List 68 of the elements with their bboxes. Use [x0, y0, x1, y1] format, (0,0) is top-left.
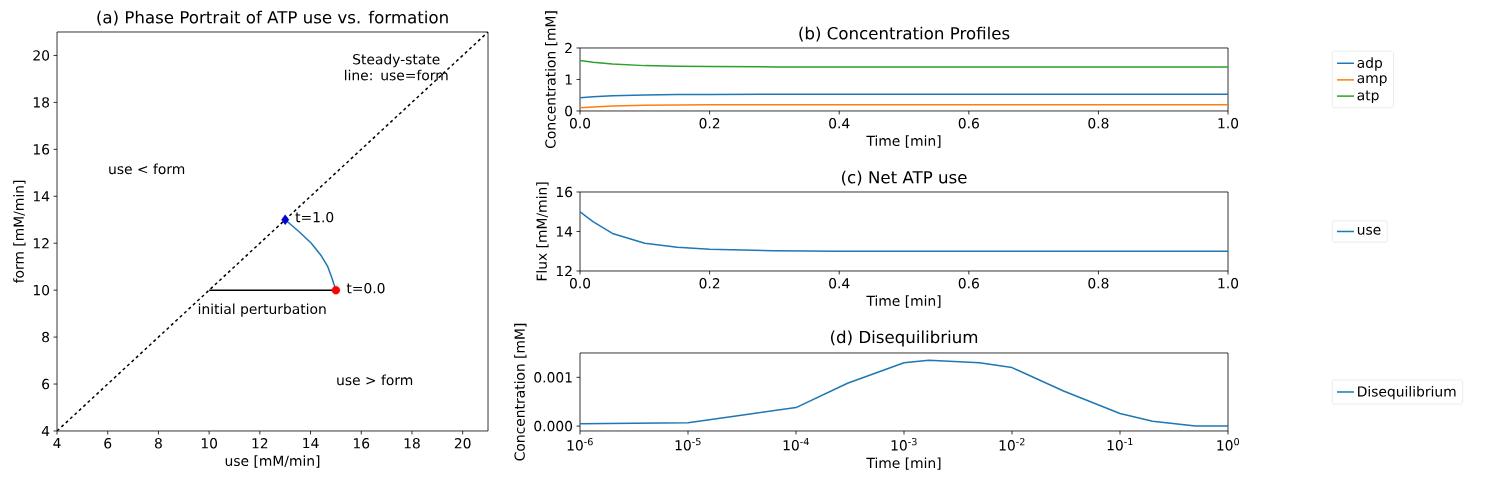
x-tick-label: 0.6	[958, 118, 979, 129]
x-tick-label: 10$^{-3}$	[891, 438, 917, 451]
y-tick-label: 0	[565, 105, 573, 117]
x-axis-title: Time [min]	[866, 457, 941, 470]
annotation: t=0.0	[346, 282, 385, 294]
x-tick-label: 1.0	[1218, 118, 1239, 129]
y-tick-label: 18	[33, 97, 50, 108]
x-tick-label: 0.6	[958, 278, 979, 289]
x-tick-label: 10$^{-1}$	[1107, 438, 1133, 451]
legend-label: amp	[1357, 75, 1387, 86]
x-tick-label: 0.8	[1088, 118, 1109, 129]
x-tick-label: 12	[252, 438, 268, 449]
chart-title: (b) Concentration Profiles	[799, 26, 1010, 42]
x-tick-label: 1.0	[1218, 278, 1239, 289]
x-tick-label: 20	[454, 438, 471, 449]
chart-title: (a) Phase Portrait of ATP use vs. formation	[97, 10, 448, 26]
y-tick-label: 1	[565, 74, 572, 85]
legend-label: atp	[1357, 90, 1379, 104]
x-tick-label: 10$^{0}$	[1217, 438, 1240, 451]
y-tick-label: 4	[41, 425, 50, 437]
annotation: Steady-state line: use=form	[345, 53, 448, 81]
annotation: use < form	[109, 163, 185, 175]
annotation: t=1.0	[295, 211, 334, 223]
x-tick-label: 18	[404, 438, 420, 449]
x-tick-label: 4	[53, 438, 61, 449]
x-axis-title: use [mM/min]	[225, 455, 320, 468]
y-tick-label: 2	[565, 42, 572, 54]
x-axis-title: Time [min]	[866, 295, 941, 308]
y-axis-title: Concentration [mM]	[545, 11, 558, 149]
y-tick-label: 20	[33, 50, 50, 61]
x-tick-label: 10$^{-2}$	[999, 438, 1025, 451]
legend-label: adp	[1357, 57, 1383, 71]
x-tick-label: 10$^{-6}$	[567, 438, 593, 451]
x-tick-label: 10	[201, 438, 218, 449]
x-tick-label: 0.2	[699, 278, 720, 289]
y-tick-label: 12	[33, 238, 49, 249]
x-tick-label: 8	[154, 438, 162, 449]
x-tick-label: 0.2	[699, 118, 720, 129]
y-tick-label: 14	[556, 226, 573, 237]
annotation: use > form	[337, 374, 413, 386]
x-tick-label: 16	[353, 438, 370, 449]
y-tick-label: 16	[33, 144, 50, 155]
y-tick-label: 16	[556, 186, 573, 198]
annotation: initial perturbation	[198, 303, 326, 317]
y-tick-label: 0.000	[534, 420, 573, 432]
x-tick-label: 0.0	[569, 118, 591, 129]
legend-label: Disequilibrium	[1358, 385, 1456, 400]
x-tick-label: 0.8	[1088, 278, 1109, 289]
chart-title: (c) Net ATP use	[841, 170, 967, 186]
y-tick-label: 12	[556, 265, 572, 277]
x-axis-title: Time [min]	[866, 135, 941, 148]
x-tick-label: 0.4	[829, 118, 850, 129]
x-tick-label: 10$^{-4}$	[783, 438, 809, 451]
x-tick-label: 0.0	[569, 278, 591, 289]
y-tick-label: 6	[42, 378, 50, 390]
x-tick-label: 10$^{-5}$	[675, 438, 701, 451]
chart-title: (d) Disequilibrium	[830, 330, 978, 347]
line-series	[580, 210, 1229, 252]
y-tick-label: 8	[42, 331, 50, 343]
y-axis-title: Concentration [mM]	[514, 323, 527, 461]
x-tick-label: 0.4	[829, 278, 850, 289]
y-axis-title: Flux [mM/min]	[536, 182, 549, 281]
x-tick-label: 6	[104, 438, 112, 449]
y-tick-label: 14	[33, 191, 50, 202]
y-tick-label: 0.001	[534, 372, 572, 383]
x-tick-label: 14	[303, 438, 319, 449]
y-axis-title: form [mM/min]	[13, 180, 26, 284]
legend-label: use	[1357, 226, 1381, 235]
